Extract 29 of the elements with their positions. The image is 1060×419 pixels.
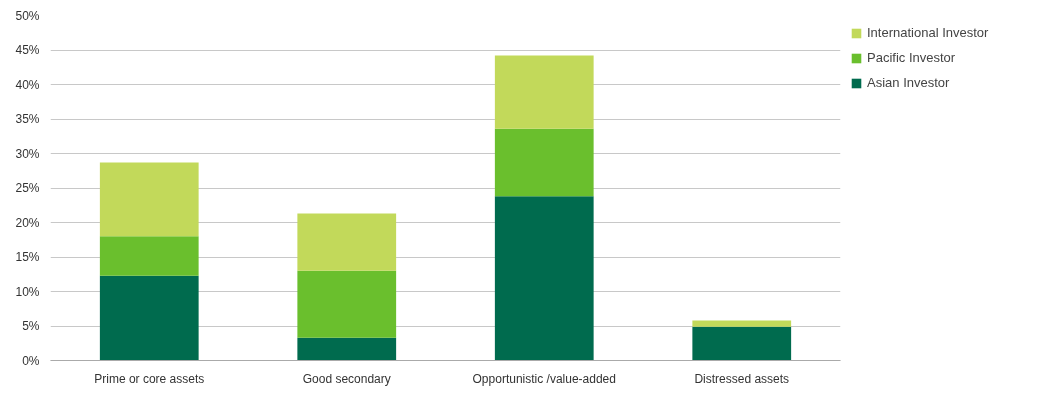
legend-label: International Investor	[867, 25, 989, 40]
x-tick-label: Distressed assets	[694, 371, 790, 386]
bar	[99, 162, 199, 237]
y-tick-label: 15%	[15, 250, 40, 264]
legend-label: Pacific Investor	[867, 50, 956, 65]
y-tick-label: 10%	[15, 284, 40, 299]
y-tick-label: 35%	[15, 112, 40, 126]
y-tick-label: 50%	[15, 8, 40, 23]
bar	[494, 128, 594, 197]
bar	[99, 275, 199, 361]
legend-label: Asian Investor	[867, 75, 950, 90]
bar	[494, 196, 594, 361]
bar	[297, 337, 397, 361]
bar	[99, 236, 199, 276]
x-tick-label: Good secondary	[302, 371, 391, 386]
y-tick-label: 30%	[15, 146, 40, 161]
bar	[297, 213, 397, 271]
y-tick-label: 5%	[22, 319, 40, 333]
y-tick-label: 0%	[22, 353, 40, 368]
y-tick-label: 25%	[15, 181, 40, 195]
x-tick-label: Opportunistic /value-added	[472, 371, 616, 386]
y-tick-label: 20%	[15, 215, 40, 230]
bar	[692, 326, 792, 361]
y-tick-label: 40%	[15, 77, 40, 92]
bar	[297, 270, 397, 338]
y-tick-label: 45%	[15, 43, 40, 57]
x-tick-label: Prime or core assets	[94, 371, 205, 386]
bar	[494, 55, 594, 129]
bar	[692, 320, 792, 327]
